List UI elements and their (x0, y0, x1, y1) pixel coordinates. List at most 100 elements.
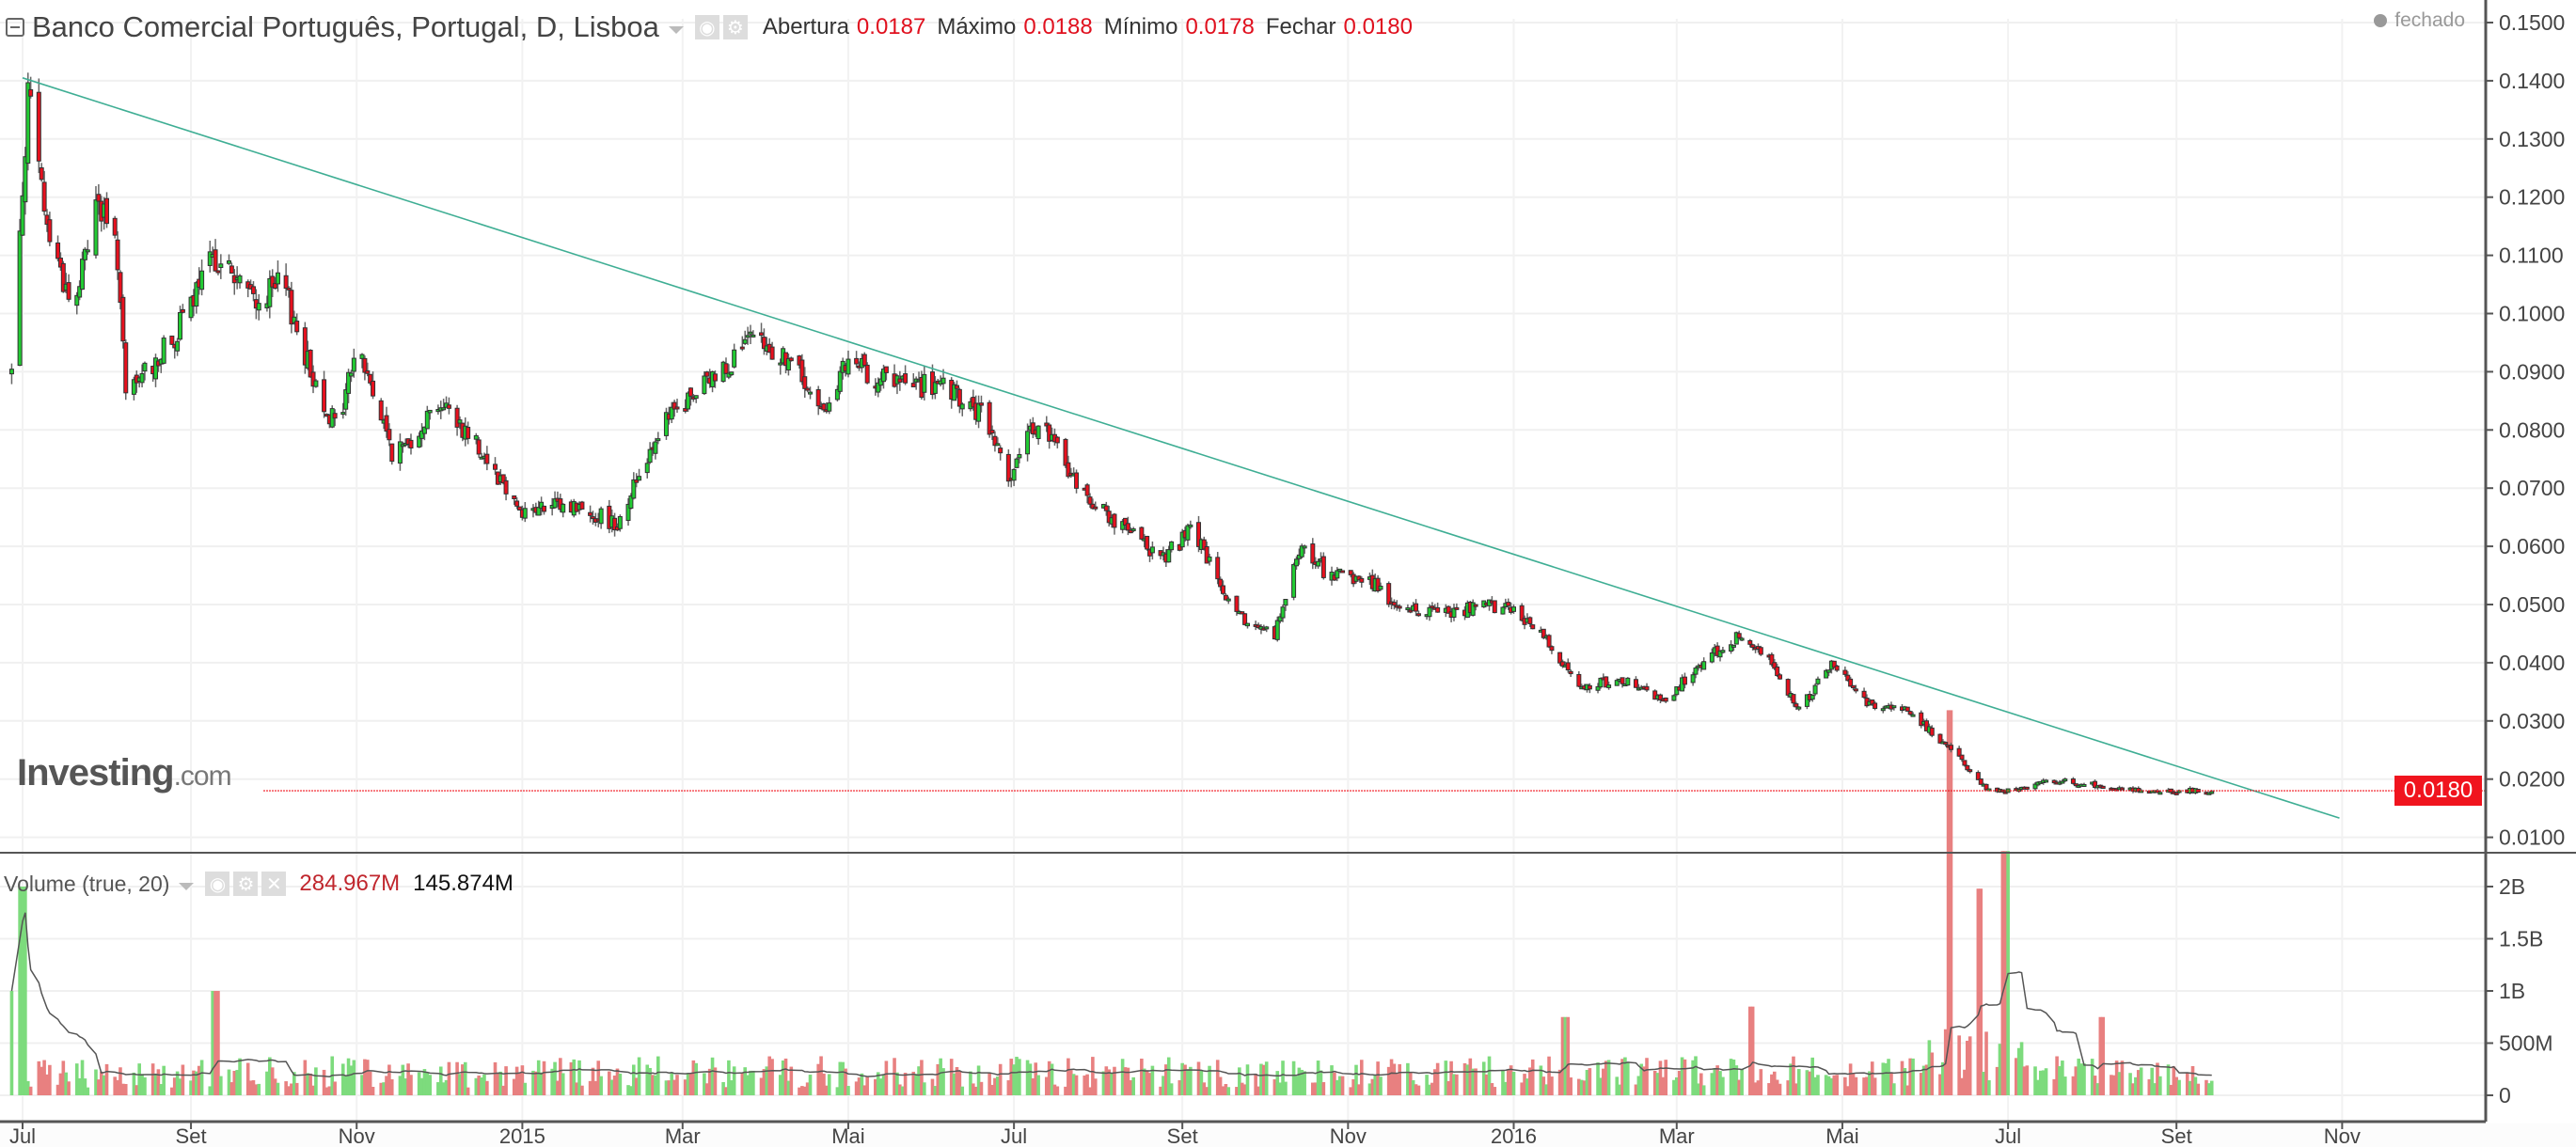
volume-bar-up (1131, 1076, 1135, 1095)
candle-down (1414, 603, 1419, 612)
eye-icon[interactable]: ◉ (694, 15, 719, 39)
volume-bar-down (1753, 1082, 1758, 1095)
candle-up (1011, 468, 1017, 481)
volume-bar-down (1772, 1071, 1777, 1095)
candle-up (1701, 661, 1707, 670)
market-status: fechado (2374, 9, 2465, 32)
volume-bar-down (1068, 1070, 1073, 1095)
candle-up (1606, 684, 1612, 688)
volume-bar-down (1900, 1061, 1904, 1095)
volume-bar-down (898, 1084, 902, 1095)
volume-bar-down (612, 1076, 617, 1095)
volume-bar-down (1235, 1087, 1239, 1095)
volume-bar-up (178, 1078, 182, 1095)
chevron-down-icon[interactable] (179, 883, 195, 890)
volume-bar-down (1966, 1041, 1969, 1095)
volume-bar-down (534, 1071, 538, 1095)
candle-down (1791, 694, 1796, 704)
volume-bar-down (1642, 1066, 1646, 1095)
volume-bar-up (2036, 1079, 2040, 1095)
candle-up (644, 463, 650, 474)
volume-bar-down (1359, 1060, 1364, 1095)
candle-up (441, 407, 447, 411)
volume-bar-up (1303, 1071, 1306, 1095)
candle-up (218, 263, 224, 269)
candle-up (1671, 695, 1677, 701)
volume-bar-down (1493, 1087, 1497, 1095)
time-tick-label: Mai (1825, 1124, 1858, 1147)
volume-header: Volume (true, 20) ◉ ⚙ ✕ 284.967M 145.874… (4, 867, 514, 901)
gear-icon[interactable]: ⚙ (722, 15, 748, 39)
volume-bars (9, 710, 2214, 1095)
volume-bar-up (1275, 1071, 1280, 1095)
candle-up (80, 259, 86, 291)
candle-down (1220, 585, 1225, 594)
volume-bar-down (1541, 1076, 1546, 1095)
candle-up (693, 395, 699, 400)
volume-bar-up (1892, 1083, 1896, 1095)
volume-bar-down (324, 1087, 329, 1095)
volume-bar-up (1805, 1070, 1810, 1095)
candle-down (1066, 462, 1071, 478)
candle-up (417, 435, 422, 448)
volume-bar-up (2128, 1073, 2132, 1095)
chevron-down-icon[interactable] (668, 26, 684, 34)
volume-bar-down (1905, 1085, 1910, 1095)
candle-down (466, 426, 471, 439)
volume-bar-up (1367, 1083, 1372, 1095)
volume-bar-up (18, 887, 22, 1095)
volume-bar-up (2177, 1079, 2181, 1095)
candle-down (704, 371, 710, 377)
volume-bar-up (838, 1061, 843, 1095)
candle-down (1657, 694, 1663, 700)
volume-bar-down (1506, 1069, 1510, 1095)
candle-down (1087, 496, 1093, 505)
volume-bar-up (1444, 1061, 1448, 1095)
volume-bar-up (314, 1067, 318, 1095)
candle-up (2060, 780, 2065, 784)
volume-bar-up (1618, 1084, 1621, 1095)
price-tick-label: 0.0500 (2499, 592, 2565, 617)
volume-bar-up (21, 887, 24, 1095)
volume-bar-down (1215, 1060, 1220, 1095)
volume-bar-up (2062, 1076, 2067, 1095)
volume-bar-down (1145, 1070, 1149, 1095)
candle-up (74, 294, 80, 306)
candle-up (427, 409, 433, 414)
volume-bar-down (520, 1065, 525, 1095)
volume-bar-down (672, 1079, 676, 1095)
volume-bar-down (972, 1083, 975, 1095)
volume-bar-up (1868, 1071, 1872, 1095)
volume-bar-down (1462, 1062, 1467, 1095)
candle-down (1408, 609, 1414, 613)
volume-bar-down (192, 1070, 196, 1095)
volume-bar-up (1636, 1076, 1641, 1095)
volume-bar-down (1577, 1078, 1581, 1095)
close-icon[interactable]: ✕ (261, 872, 287, 896)
candle-up (1277, 616, 1283, 622)
candle-down (1196, 522, 1202, 547)
candle-down (169, 335, 175, 345)
high-label: Máximo (937, 14, 1017, 39)
volume-bar-down (1006, 1080, 1011, 1095)
volume-bar-down (1126, 1067, 1130, 1095)
volume-bar-down (1634, 1084, 1638, 1095)
volume-bar-up (83, 1078, 87, 1095)
candle-up (1405, 607, 1411, 611)
candle-up (1880, 708, 1886, 712)
gear-icon[interactable]: ⚙ (233, 872, 259, 896)
volume-bar-up (1110, 1073, 1114, 1095)
volume-bar-down (1908, 1058, 1912, 1095)
volume-bar-up (878, 1078, 883, 1095)
volume-bar-down (704, 1083, 709, 1095)
eye-icon[interactable]: ◉ (205, 872, 230, 896)
volume-bar-up (1379, 1076, 1383, 1095)
instrument-title[interactable]: Banco Comercial Português, Portugal, D, … (32, 10, 659, 43)
volume-title[interactable]: Volume (true, 20) (4, 871, 170, 896)
volume-bar-up (1596, 1062, 1600, 1095)
volume-bar-down (1272, 1078, 1277, 1095)
collapse-icon[interactable] (6, 18, 24, 37)
candle-up (702, 375, 707, 395)
candle-down (1785, 679, 1791, 696)
volume-bar-up (648, 1067, 652, 1095)
